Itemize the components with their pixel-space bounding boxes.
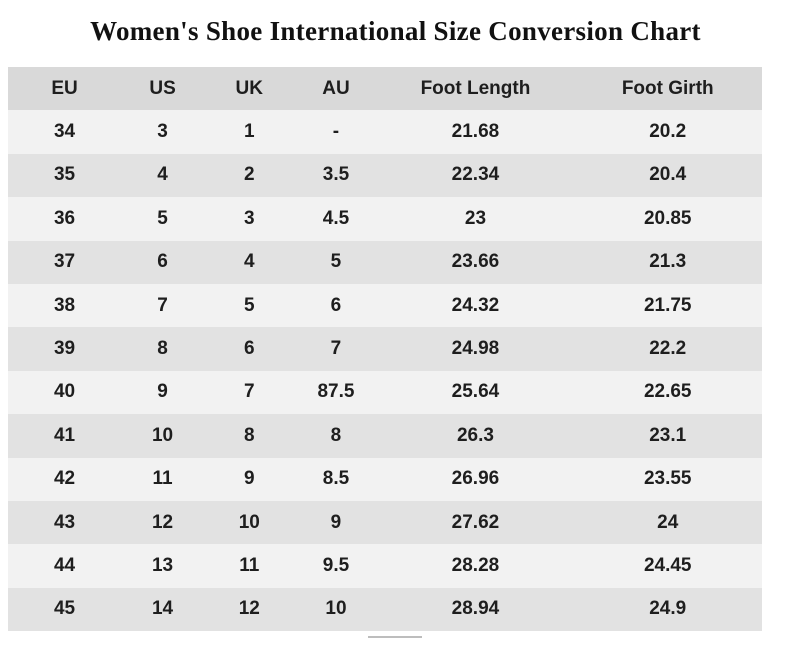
cell-foot-girth: 24.9 [649,598,687,620]
bottom-divider [368,636,422,638]
cell-foot-length: 21.68 [451,121,500,143]
table-row: 39 8 6 7 24.98 22.2 [8,327,762,371]
cell-au: 9 [330,511,342,533]
cell-foot-length: 27.62 [451,511,500,533]
cell-foot-girth: 22.2 [649,338,687,360]
cell-uk: 7 [243,381,255,403]
table-row: 43 12 10 9 27.62 24 [8,500,762,545]
table-row: 36 5 3 4.5 23 20.85 [8,197,762,241]
table-row: 44 13 11 9.5 28.28 24.45 [8,544,762,588]
cell-us: 10 [151,424,174,446]
cell-uk: 12 [238,598,260,620]
cell-us: 5 [157,207,168,229]
cell-foot-length: 26.3 [456,424,494,446]
cell-us: 9 [157,381,168,403]
cell-eu: 41 [53,424,76,446]
cell-eu: 42 [53,468,76,490]
cell-us: 13 [151,554,174,576]
cell-us: 12 [151,511,174,533]
table-row: 42 11 9 8.5 26.96 23.55 [8,457,762,501]
cell-au: 5 [330,251,342,273]
table-body: 34 3 1-21.68 20.2 35 4 2 3.5 22.34 20.4 36 5 3 4.5 23 2… [8,110,762,632]
cell-foot-length: 26.96 [451,468,500,490]
table-head: EU US UK AU Foot Length Foot Girth [8,67,762,111]
cell-foot-length: 28.94 [451,598,500,620]
cell-foot-girth: 20.4 [649,164,687,186]
cell-uk: 4 [243,251,255,273]
table-header-row: EU US UK AU Foot Length Foot Girth [8,67,762,111]
cell-uk: 9 [243,468,255,490]
cell-us: 7 [157,294,168,316]
cell-us: 8 [157,338,168,360]
cell-foot-length: 24.32 [451,294,500,316]
cell-au: 9.5 [322,554,350,576]
cell-eu: 45 [53,598,76,620]
cell-au: - [332,121,340,143]
cell-foot-girth: 24 [657,511,679,533]
column-header-eu: EU [51,77,78,99]
cell-uk: 8 [243,424,255,446]
cell-uk: 10 [238,511,260,533]
cell-eu: 35 [53,164,76,186]
cell-uk: 3 [243,207,255,229]
cell-eu: 34 [53,121,76,143]
cell-uk: 5 [243,294,255,316]
cell-uk: 2 [243,164,255,186]
cell-foot-length: 23 [464,207,487,229]
cell-eu: 38 [53,294,76,316]
cell-eu: 37 [53,251,76,273]
table-row: 45 14 12 10 28.94 24.9 [8,587,762,632]
cell-foot-length: 25.64 [451,381,500,403]
table-row: 38 7 5 6 24.32 21.75 [8,283,762,328]
table-row: 34 3 1 - 21.68 20.2 [8,110,762,154]
cell-au: 10 [325,598,347,620]
cell-us: 11 [152,468,173,490]
cell-eu: 43 [53,511,76,533]
page-title: Women's Shoe International Size Conversi… [90,16,701,46]
cell-foot-girth: 22.65 [643,381,692,403]
cell-us: 14 [151,598,174,620]
cell-au: 3.5 [322,164,350,186]
cell-foot-girth: 20.85 [643,207,692,229]
cell-us: 6 [157,251,168,273]
cell-foot-length: 22.34 [451,164,500,186]
cell-uk: 1 [243,121,255,143]
cell-foot-length: 28.28 [451,554,500,576]
table-row: 37 6 4 5 23.66 21.3 [8,240,762,284]
cell-au: 6 [330,294,342,316]
column-header-au: AU [322,77,350,99]
table-row: 41 10 8 8 26.3 23.1 [8,414,762,458]
cell-au: 7 [330,338,342,360]
cell-uk: 11 [239,554,260,576]
cell-au: 8.5 [322,468,350,490]
cell-foot-girth: 24.45 [643,554,692,576]
conversion-table-container: EU US UK AU Foot Length Foot Girth 34 3 1-21.68… [8,67,762,632]
conversion-table: EU US UK AU Foot Length Foot Girth 34 3 1-21.68… [8,67,762,632]
cell-eu: 44 [53,554,76,576]
cell-us: 3 [157,121,168,143]
column-header-foot-length: Foot Length [420,77,531,99]
cell-foot-girth: 20.2 [649,121,687,143]
cell-foot-girth: 21.3 [649,251,687,273]
cell-au: 87.5 [317,381,355,403]
column-header-uk: UK [235,77,263,99]
table-row: 35 4 2 3.5 22.34 20.4 [8,153,762,198]
column-header-foot-girth: Foot Girth [621,77,714,99]
cell-foot-length: 23.66 [451,251,500,273]
cell-eu: 36 [53,207,76,229]
cell-eu: 39 [53,338,76,360]
cell-us: 4 [157,164,168,186]
cell-foot-girth: 23.1 [649,424,687,446]
column-header-us: US [149,77,176,99]
cell-eu: 40 [53,381,76,403]
cell-au: 4.5 [322,207,350,229]
cell-foot-girth: 23.55 [643,468,692,490]
cell-foot-girth: 21.75 [643,294,692,316]
cell-au: 8 [330,424,342,446]
table-row: 40 9 7 87.5 25.64 22.65 [8,370,762,415]
cell-foot-length: 24.98 [451,338,500,360]
cell-uk: 6 [243,338,255,360]
